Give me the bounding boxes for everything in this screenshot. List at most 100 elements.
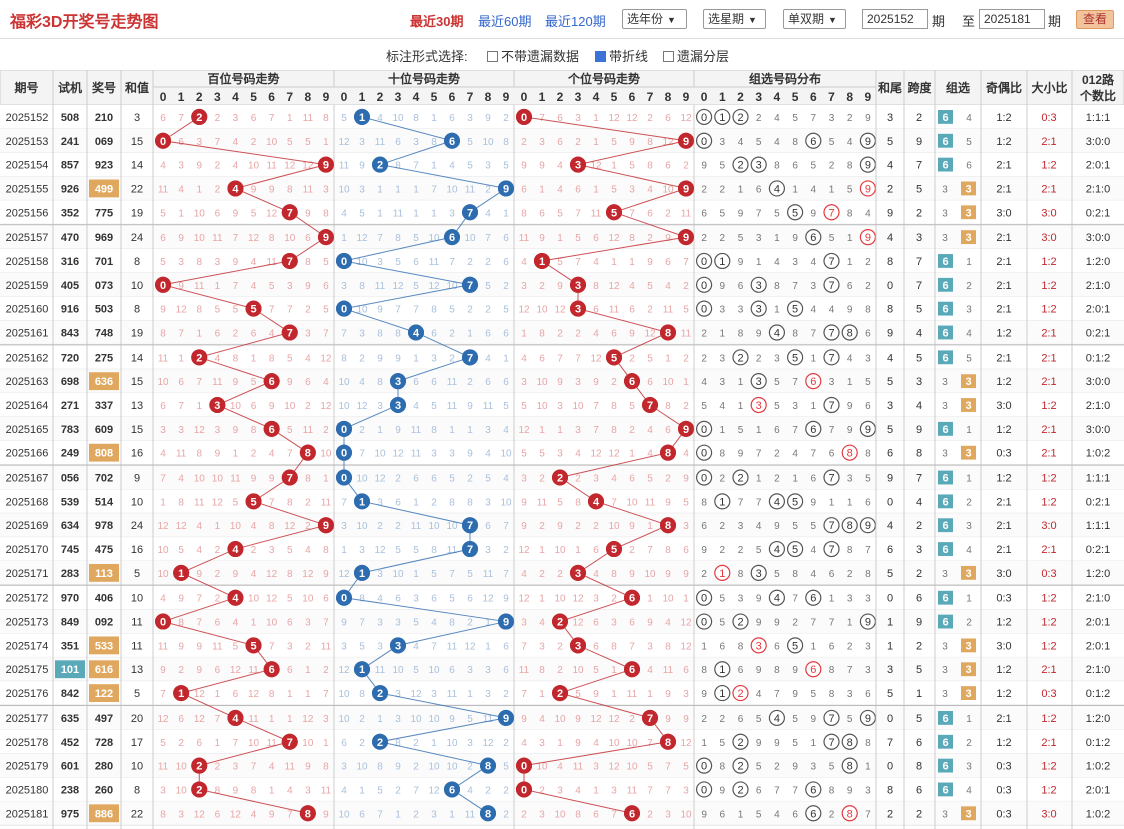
miss-number: 7 <box>521 641 527 652</box>
miss-number: 10 <box>212 474 224 485</box>
table-row <box>0 225 1124 250</box>
digit-header: 5 <box>792 90 799 104</box>
miss-number: 3 <box>792 257 798 268</box>
miss-number: 9 <box>756 618 762 629</box>
miss-number: 4 <box>503 425 509 436</box>
miss-number: 3 <box>160 425 166 436</box>
digit-header: 4 <box>413 90 420 104</box>
miss-number: 12 <box>266 594 278 605</box>
miss-number: 2 <box>683 281 689 292</box>
miss-number: 8 <box>178 497 184 508</box>
odd-even-cell: 2:1 <box>996 232 1011 244</box>
view-button[interactable]: 查看 <box>1076 10 1115 29</box>
miss-number: 5 <box>593 665 599 676</box>
recent-60-link[interactable]: 最近60期 <box>478 14 532 29</box>
recent-30-link[interactable]: 最近30期 <box>410 14 464 29</box>
miss-number: 3 <box>449 208 455 219</box>
miss-number: 4 <box>485 449 491 460</box>
miss-number: 7 <box>847 665 853 676</box>
miss-number: 6 <box>395 594 401 605</box>
sum-cell: 5 <box>134 688 140 700</box>
week-select[interactable]: 选星期 ▼ <box>703 9 766 29</box>
hit-ball <box>299 805 316 822</box>
group-type-badge <box>961 205 976 220</box>
year-select[interactable]: 选年份 ▼ <box>622 9 687 29</box>
miss-number: 8 <box>611 401 617 412</box>
hit-ball <box>678 420 694 437</box>
big-small-cell: 3:0 <box>1041 808 1056 820</box>
hit-ball <box>660 324 676 341</box>
table-row <box>0 105 1124 129</box>
group-ball-number: 3 <box>756 568 762 580</box>
miss-number: 5 <box>774 401 780 412</box>
miss-number: 5 <box>720 738 726 749</box>
miss-number: 5 <box>847 184 853 195</box>
period-cell: 2025179 <box>6 761 49 773</box>
miss-number: 7 <box>160 474 166 485</box>
miss-number: 6 <box>485 328 491 339</box>
miss-number: 12 <box>608 113 620 124</box>
sum-cell: 8 <box>134 784 140 796</box>
miss-number: 6 <box>575 184 581 195</box>
chevron-down-icon: ▼ <box>748 15 757 25</box>
miss-number: 9 <box>160 665 166 676</box>
road-ratio-cell: 2:0:1 <box>1086 640 1110 652</box>
tail-cell: 0 <box>887 280 893 292</box>
hit-ball <box>281 324 298 341</box>
from-period-input[interactable]: 2025152 <box>862 9 928 29</box>
group-ball-number: 8 <box>847 737 853 749</box>
parity-select[interactable]: 单双期 ▼ <box>783 9 846 29</box>
miss-number: 1 <box>811 738 817 749</box>
group-ball-number: 9 <box>865 713 871 725</box>
checkbox-icon[interactable] <box>663 51 674 62</box>
period-cell: 2025169 <box>6 520 49 532</box>
miss-number: 8 <box>395 328 401 339</box>
miss-number: 2 <box>359 353 365 364</box>
miss-number: 1 <box>431 738 437 749</box>
trial-cell: 470 <box>61 232 79 244</box>
miss-number: 12 <box>590 714 602 725</box>
miss-number: 12 <box>590 161 602 172</box>
miss-number: 11 <box>248 714 259 725</box>
miss-number: 12 <box>302 714 314 725</box>
miss-number: 12 <box>284 521 296 532</box>
option-layer[interactable]: 遗漏分层 <box>663 46 729 65</box>
road-ratio-cell: 2:0:1 <box>1086 304 1110 316</box>
miss-number: 1 <box>847 377 853 388</box>
period-cell: 2025164 <box>6 400 49 412</box>
miss-number: 2 <box>323 665 329 676</box>
table-row <box>0 128 1124 153</box>
group-header-label: 组选号码分布 <box>749 71 821 86</box>
period-cell: 2025157 <box>6 232 49 244</box>
recent-120-link[interactable]: 最近120期 <box>545 14 606 29</box>
to-period-input[interactable]: 2025181 <box>979 9 1045 29</box>
tail-cell: 6 <box>887 448 893 460</box>
hit-ball-number: 2 <box>196 112 202 124</box>
miss-number: 12 <box>266 208 278 219</box>
miss-number: 7 <box>647 738 653 749</box>
miss-number: 11 <box>321 497 332 508</box>
hit-ball-number: 7 <box>287 207 293 219</box>
miss-number: 5 <box>287 545 293 556</box>
road-ratio-cell: 2:1:0 <box>1086 280 1110 292</box>
miss-number: 1 <box>431 113 437 124</box>
miss-number: 3 <box>359 137 365 148</box>
checkbox-icon[interactable] <box>487 51 498 62</box>
hit-ball <box>462 204 478 221</box>
miss-number: 5 <box>521 449 527 460</box>
trial-cell: 783 <box>61 424 79 436</box>
hit-ball-number: 4 <box>232 183 239 195</box>
hit-ball <box>606 204 622 221</box>
miss-number: 6 <box>683 545 689 556</box>
sum-cell: 13 <box>131 400 143 412</box>
miss-number: 6 <box>395 137 401 148</box>
digit-header: 3 <box>755 90 762 104</box>
option-line[interactable]: 带折线 <box>595 46 648 65</box>
group-ball-number: 6 <box>810 232 816 244</box>
miss-number: 9 <box>521 497 527 508</box>
checkbox-checked-icon[interactable] <box>595 51 606 62</box>
hit-ball <box>317 229 334 246</box>
period-cell: 2025156 <box>6 207 49 219</box>
miss-number: 6 <box>720 641 726 652</box>
option-no-miss[interactable]: 不带遗漏数据 <box>487 46 579 65</box>
